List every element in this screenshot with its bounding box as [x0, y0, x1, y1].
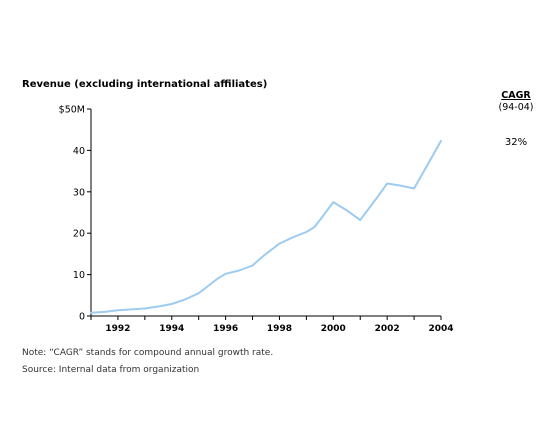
footnote-note: Note: “CAGR” stands for compound annual …	[22, 348, 274, 358]
revenue-series-line	[90, 139, 442, 314]
y-tick-label: 0	[79, 312, 85, 323]
cagr-annotation: CAGR (94-04) 32%	[488, 90, 544, 148]
y-tick-label: 30	[73, 187, 85, 198]
x-axis-ticks: 1992 1994 1996 1998 2000 2002 2004	[90, 316, 454, 334]
x-tick-label: 1994	[159, 324, 184, 334]
x-tick-label: 1996	[213, 324, 238, 334]
y-tick-label: 10	[73, 270, 85, 281]
x-tick-label: 2004	[428, 324, 453, 334]
cagr-title: CAGR	[501, 90, 531, 101]
x-tick-label: 1992	[105, 324, 130, 334]
x-tick-label: 1998	[267, 324, 292, 334]
chart-title: Revenue (excluding international affilia…	[22, 79, 268, 90]
y-axis-ticks: 0 10 20 30 40 $50M	[59, 105, 91, 323]
y-tick-label: 20	[73, 229, 85, 240]
cagr-value: 32%	[504, 137, 528, 148]
footnote-source: Source: Internal data from organization	[22, 365, 200, 375]
y-tick-label: 40	[73, 146, 85, 157]
cagr-period: (94-04)	[498, 102, 534, 113]
x-tick-label: 2000	[321, 324, 346, 334]
y-tick-label: $50M	[59, 105, 85, 116]
x-tick-label: 2002	[375, 324, 400, 334]
